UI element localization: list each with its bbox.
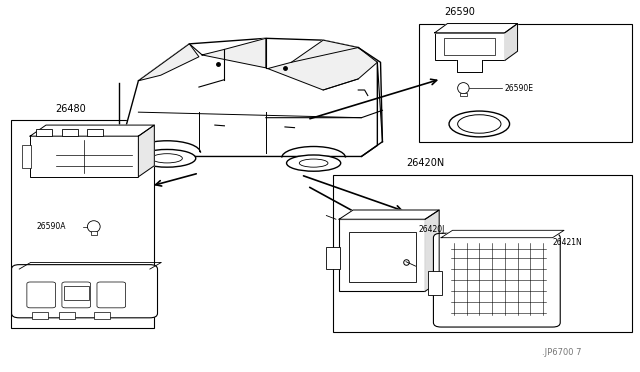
Polygon shape: [339, 210, 439, 219]
Polygon shape: [119, 38, 378, 157]
Bar: [326, 247, 340, 269]
Ellipse shape: [152, 154, 182, 163]
Text: 26590: 26590: [444, 7, 475, 17]
Polygon shape: [138, 44, 199, 81]
Bar: [460, 93, 467, 96]
FancyBboxPatch shape: [97, 282, 125, 308]
Ellipse shape: [449, 111, 509, 137]
Bar: [339, 219, 425, 291]
Polygon shape: [425, 210, 439, 291]
Polygon shape: [435, 23, 518, 33]
Bar: [64, 286, 90, 301]
Text: .JP6700 7: .JP6700 7: [542, 347, 582, 357]
Ellipse shape: [287, 155, 340, 171]
Bar: [30, 136, 138, 177]
Bar: [36, 129, 52, 136]
Bar: [94, 312, 109, 319]
Ellipse shape: [458, 83, 469, 94]
Polygon shape: [202, 38, 266, 68]
Ellipse shape: [300, 159, 328, 167]
Text: 26421N: 26421N: [552, 238, 582, 247]
Text: 26420J: 26420J: [419, 225, 445, 234]
Ellipse shape: [88, 221, 100, 232]
Bar: [435, 33, 505, 61]
Polygon shape: [505, 23, 518, 61]
Polygon shape: [268, 40, 378, 90]
Bar: [91, 231, 97, 235]
Bar: [444, 38, 495, 55]
Polygon shape: [138, 38, 358, 90]
Ellipse shape: [458, 115, 501, 133]
Bar: [22, 145, 31, 167]
Bar: [32, 312, 48, 319]
Polygon shape: [457, 61, 483, 71]
Bar: [419, 23, 632, 142]
Polygon shape: [138, 125, 154, 177]
Text: 26420N: 26420N: [406, 158, 444, 168]
FancyBboxPatch shape: [27, 282, 56, 308]
FancyBboxPatch shape: [433, 233, 560, 327]
Text: 26480: 26480: [56, 104, 86, 114]
Ellipse shape: [138, 150, 196, 167]
Bar: [88, 129, 103, 136]
Polygon shape: [441, 230, 564, 238]
Bar: [349, 232, 415, 282]
Polygon shape: [30, 125, 154, 136]
Bar: [62, 129, 78, 136]
Text: 26590E: 26590E: [505, 84, 534, 93]
FancyBboxPatch shape: [12, 264, 157, 318]
FancyBboxPatch shape: [62, 282, 91, 308]
Bar: [428, 271, 442, 295]
Bar: [59, 312, 75, 319]
Bar: [11, 119, 154, 328]
Text: 26590A: 26590A: [36, 222, 66, 231]
Bar: [333, 175, 632, 332]
